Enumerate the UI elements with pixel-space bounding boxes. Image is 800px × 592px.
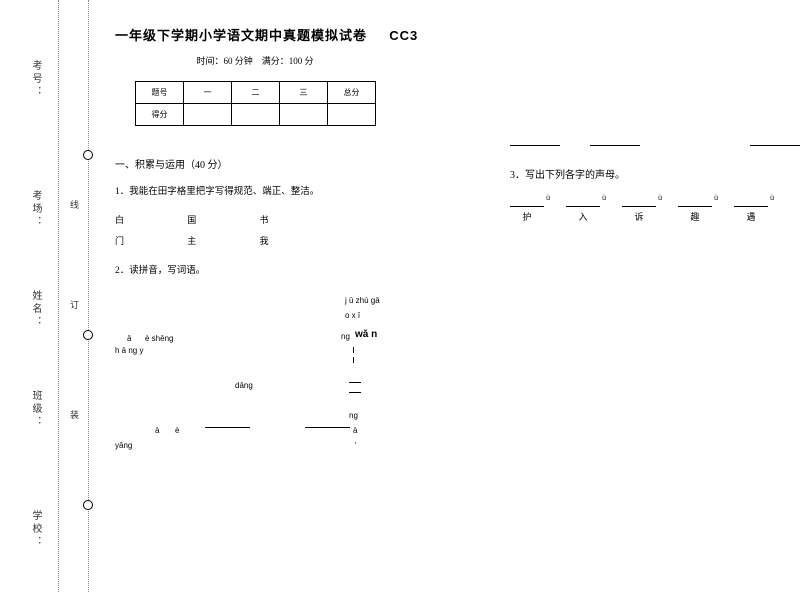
punch-circle	[83, 330, 93, 340]
char: 趣	[690, 210, 699, 223]
th: 题号	[136, 82, 184, 104]
char: 主	[187, 233, 257, 250]
q3-item: ù 护	[510, 197, 544, 223]
punch-circle	[83, 150, 93, 160]
char: 国	[187, 212, 257, 229]
blank	[510, 145, 560, 146]
tone: ù	[602, 195, 606, 202]
q3-item: ù 遇	[734, 197, 768, 223]
mark	[349, 392, 361, 393]
pinyin: è	[175, 422, 179, 440]
question-3: 3．写出下列各字的声母。	[510, 166, 800, 181]
mark: '	[355, 437, 357, 455]
cut-label: 订	[68, 300, 81, 309]
td	[328, 104, 376, 126]
blank-row	[510, 145, 800, 146]
th: 总分	[328, 82, 376, 104]
td: 得分	[136, 104, 184, 126]
char: 门	[115, 233, 185, 250]
blank	[590, 145, 640, 146]
cut-label: 线	[68, 200, 81, 209]
binding-area: 考号： 考场： 姓名： 班级： 学校： 线 订 装	[0, 0, 100, 592]
blank: ù	[622, 197, 656, 207]
table-row: 题号 一 二 三 总分	[136, 82, 376, 104]
mark	[353, 347, 354, 353]
dotted-line-inner	[58, 0, 59, 592]
td	[184, 104, 232, 126]
field-exam-id: 考号：	[28, 60, 43, 99]
mark	[353, 357, 354, 363]
td	[280, 104, 328, 126]
char: 诉	[634, 210, 643, 223]
right-column: 3．写出下列各字的声母。 ù 护 ù 入 ù 诉 ù 趣 ù 遇	[510, 25, 800, 223]
blank: ù	[734, 197, 768, 207]
pinyin: o x ī	[345, 307, 360, 325]
td	[232, 104, 280, 126]
pinyin: dāng	[235, 377, 253, 395]
char-row-2: 门 主 我	[115, 233, 455, 250]
field-class: 班级：	[28, 390, 43, 429]
q3-item: ù 诉	[622, 197, 656, 223]
field-room: 考场：	[28, 190, 43, 229]
th: 一	[184, 82, 232, 104]
table-row: 得分	[136, 104, 376, 126]
left-column: 一年级下学期小学语文期中真题模拟试卷 CC3 时间：60 分钟 满分：100 分…	[115, 25, 455, 492]
exam-title: 一年级下学期小学语文期中真题模拟试卷 CC3	[115, 25, 455, 44]
punch-circle	[83, 500, 93, 510]
blank	[205, 427, 250, 428]
mark	[349, 382, 361, 383]
char: 书	[260, 212, 330, 229]
cut-label: 装	[68, 410, 81, 419]
th: 三	[280, 82, 328, 104]
blank: ù	[510, 197, 544, 207]
pinyin: è shēng	[145, 330, 173, 348]
question-2: 2．读拼音，写词语。	[115, 264, 455, 279]
blank: ù	[566, 197, 600, 207]
pinyin: h ā ng y	[115, 342, 143, 360]
char: 护	[522, 210, 531, 223]
tone: ù	[770, 195, 774, 202]
q3-item: ù 入	[566, 197, 600, 223]
pinyin: ā	[155, 422, 159, 440]
char: 入	[578, 210, 587, 223]
tone: ù	[546, 195, 550, 202]
pinyin-area: j ū zhù gā o x ī ā è shēng ng wǎ n h ā n…	[115, 292, 455, 492]
section-heading: 一、积累与运用（40 分）	[115, 156, 455, 171]
char: 白	[115, 212, 185, 229]
q3-item: ù 趣	[678, 197, 712, 223]
exam-subtitle: 时间：60 分钟 满分：100 分	[115, 54, 455, 67]
score-table: 题号 一 二 三 总分 得分	[135, 81, 376, 126]
tone: ù	[658, 195, 662, 202]
blank: ù	[678, 197, 712, 207]
th: 二	[232, 82, 280, 104]
pinyin: ng	[349, 407, 358, 425]
tone: ù	[714, 195, 718, 202]
field-school: 学校：	[28, 510, 43, 549]
pinyin: wǎ n	[355, 324, 377, 346]
q3-row: ù 护 ù 入 ù 诉 ù 趣 ù 遇	[510, 197, 800, 223]
question-1: 1．我能在田字格里把字写得规范、端正、整洁。	[115, 185, 455, 200]
char: 遇	[746, 210, 755, 223]
title-main: 一年级下学期小学语文期中真题模拟试卷	[115, 28, 367, 43]
char-row-1: 白 国 书	[115, 212, 455, 229]
pinyin: ng	[341, 328, 350, 346]
char: 我	[260, 233, 330, 250]
blank	[305, 427, 350, 428]
blank	[750, 145, 800, 146]
field-name: 姓名：	[28, 290, 43, 329]
pinyin: yāng	[115, 437, 132, 455]
title-code: CC3	[389, 28, 418, 43]
